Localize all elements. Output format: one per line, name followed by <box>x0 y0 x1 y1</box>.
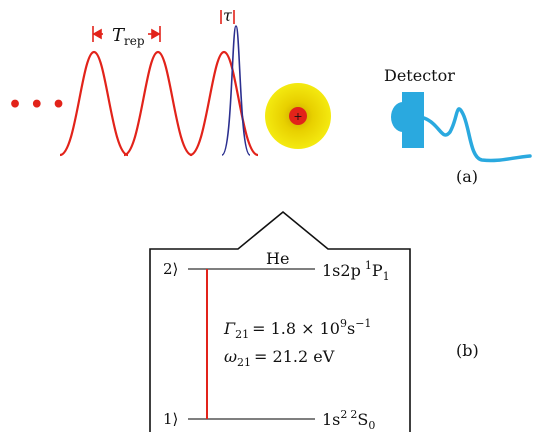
upper-state-label: 2⟩ <box>163 260 178 278</box>
trep-marker <box>92 26 161 42</box>
detector-label: Detector <box>384 66 455 85</box>
upper-term-label: 1s2p 1P1 <box>322 259 390 283</box>
pulse-1 <box>59 50 129 157</box>
atom-target: + <box>265 83 331 149</box>
tau-marker <box>220 10 235 24</box>
ellipsis-dots: • • • <box>8 92 66 118</box>
pulse-3 <box>189 50 259 157</box>
panel-b: He 2⟩ 1⟩ 1s2p 1P1 1s2 2S0 Γ21 = 1.8 × 109s−… <box>149 210 479 432</box>
gamma-expression: Γ21 = 1.8 × 109s−1 <box>223 317 371 341</box>
panel-a: • • • Trep τ + <box>8 6 532 186</box>
species-label: He <box>266 249 289 268</box>
pulse-2 <box>123 50 193 157</box>
lower-term-label: 1s2 2S0 <box>322 408 375 432</box>
probe-pulse <box>221 25 251 156</box>
svg-text:+: + <box>293 110 302 123</box>
panel-b-label: (b) <box>456 341 479 360</box>
trep-label: Trep <box>112 25 145 48</box>
panel-a-label: (a) <box>456 167 478 186</box>
detector-icon <box>391 92 532 163</box>
energy-box <box>149 210 411 432</box>
lower-state-label: 1⟩ <box>163 410 178 428</box>
tau-label: τ <box>223 6 233 25</box>
omega-expression: ω21 = 21.2 eV <box>224 347 335 369</box>
